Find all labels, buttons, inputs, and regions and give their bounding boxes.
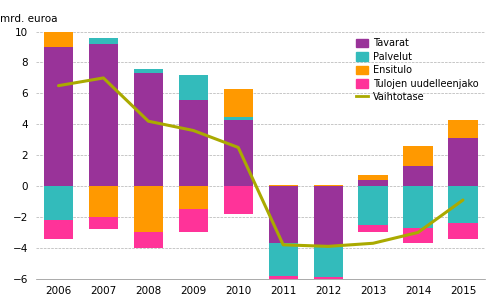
Bar (179, 75, 208, 100)
Bar (404, 166, 433, 186)
Bar (89, 186, 118, 217)
Bar (314, 185, 343, 186)
Bar (134, 233, 163, 248)
Bar (44, 47, 73, 186)
Bar (448, 120, 478, 138)
Bar (223, 186, 253, 214)
Bar (404, 186, 433, 228)
Bar (89, 217, 118, 229)
Bar (44, 186, 73, 220)
Bar (179, 209, 208, 233)
Bar (358, 225, 388, 233)
Bar (134, 186, 163, 233)
Bar (314, 245, 343, 277)
Bar (314, 186, 343, 245)
Bar (269, 243, 298, 276)
Bar (223, 89, 253, 117)
Bar (223, 117, 253, 120)
Text: mrd. euroa: mrd. euroa (0, 14, 57, 24)
Bar (448, 223, 478, 239)
Bar (44, 32, 73, 47)
Bar (269, 276, 298, 284)
Bar (358, 180, 388, 186)
Bar (404, 146, 433, 166)
Bar (314, 277, 343, 285)
Bar (269, 186, 298, 243)
Bar (358, 175, 388, 180)
Bar (44, 220, 73, 239)
Bar (134, 73, 163, 186)
Bar (448, 186, 478, 223)
Legend: Tavarat, Palvelut, Ensitulo, Tulojen uudelleenjako, Vaihtotase: Tavarat, Palvelut, Ensitulo, Tulojen uud… (355, 37, 481, 104)
Bar (134, 69, 163, 73)
Bar (269, 185, 298, 186)
Bar (223, 120, 253, 186)
Bar (404, 228, 433, 243)
Bar (89, 38, 118, 44)
Bar (179, 186, 208, 209)
Bar (358, 186, 388, 225)
Bar (448, 138, 478, 186)
Bar (179, 100, 208, 186)
Bar (89, 44, 118, 186)
